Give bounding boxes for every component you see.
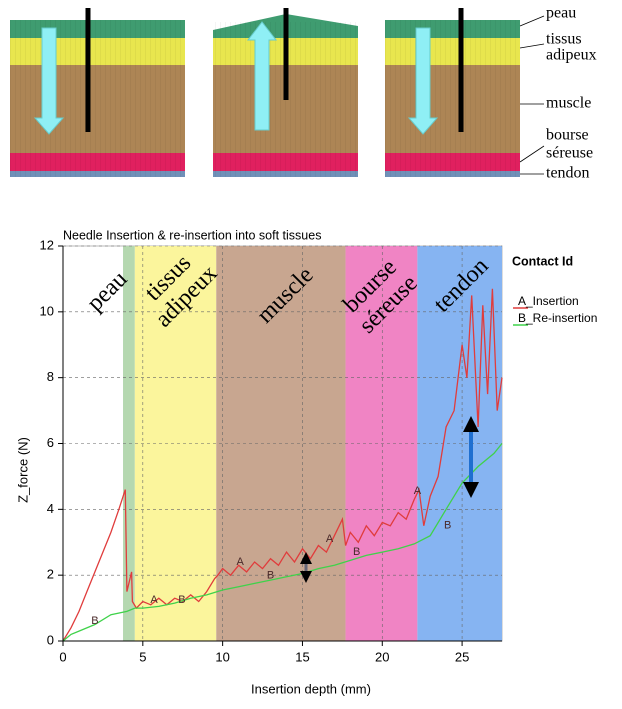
point-label: B [91,615,98,627]
block [213,8,358,177]
x-axis-label: Insertion depth (mm) [251,681,371,696]
legend-label: A_Insertion [518,294,579,308]
point-label: B [178,594,185,606]
y-tick-label: 10 [40,303,54,318]
tissue-label: bourse [546,127,589,144]
y-tick-label: 4 [47,501,54,516]
point-label: B [267,570,274,582]
x-tick-label: 25 [455,649,469,664]
y-tick-label: 12 [40,237,54,252]
point-label: B [353,546,360,558]
x-tick-label: 0 [59,649,66,664]
legend-title: Contact Id [512,254,573,268]
tissue-label: tendon [546,165,590,182]
block [10,8,185,177]
plot-area [62,245,503,642]
chart-title: Needle Insertion & re-insertion into sof… [63,228,321,242]
tissue-label: séreuse [546,145,593,162]
series-line [62,288,503,642]
plot: Needle Insertion & re-insertion into sof… [15,228,597,696]
tissue-band [123,246,135,641]
series-line [62,443,503,642]
tissue-label: muscle [546,95,591,112]
x-tick-label: 5 [139,649,146,664]
leader-lines [519,15,545,175]
tissue-label: tissus [546,31,582,48]
tissue-diagram: peau tissusadipeux muscle bourseséreuse tend… [10,5,597,182]
legend-label: B_Re-insertion [518,311,597,325]
point-label: A [326,533,334,545]
block [385,8,520,177]
tissue-label: adipeux [546,47,597,64]
tissue-label: peau [546,5,576,22]
point-label: A [150,594,158,606]
y-tick-label: 2 [47,567,54,582]
x-tick-label: 15 [295,649,309,664]
x-tick-label: 10 [215,649,229,664]
point-label: A [237,556,245,568]
point-label: B [444,520,451,532]
y-tick-label: 6 [47,435,54,450]
y-tick-label: 0 [47,632,54,647]
point-label: A [414,485,422,497]
y-tick-label: 8 [47,369,54,384]
x-tick-label: 20 [375,649,389,664]
y-axis-label: Z_force (N) [15,437,30,503]
